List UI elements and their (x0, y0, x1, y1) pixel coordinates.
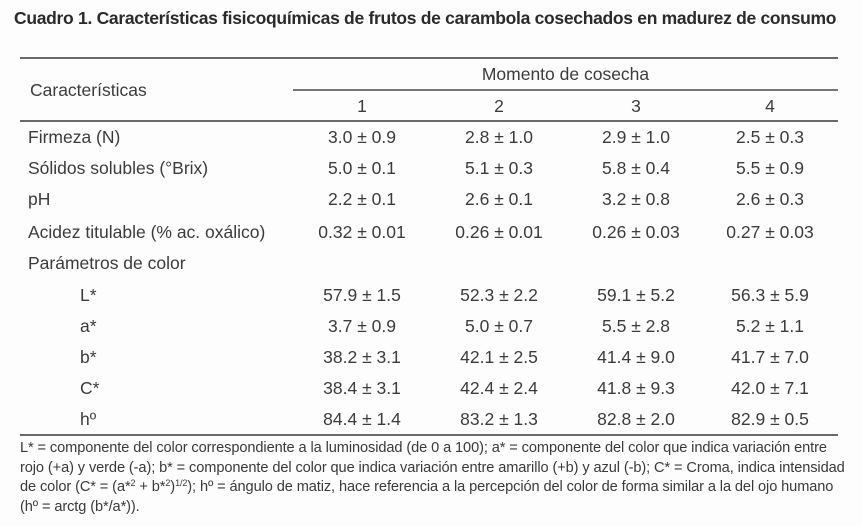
table-cell: 2.9 ± 1.0 (602, 127, 670, 147)
bottom-rule (20, 434, 838, 436)
row-header-label: Características (30, 80, 147, 100)
table-caption: Cuadro 1. Características fisicoquímicas… (14, 8, 837, 28)
table-cell: 3.0 ± 0.9 (328, 127, 396, 147)
top-rule (20, 57, 838, 59)
table-cell: 0.26 ± 0.03 (592, 222, 680, 242)
header-rule (20, 120, 838, 122)
table-cell: 2.5 ± 0.3 (736, 127, 804, 147)
table-cell: 52.3 ± 2.2 (460, 285, 538, 305)
row-label: hº (80, 409, 97, 429)
column-group-label: Momento de cosecha (481, 64, 650, 84)
row-label: Acidez titulable (% ac. oxálico) (28, 222, 266, 242)
row-group-label: Parámetros de color (28, 253, 186, 273)
row-label: a* (80, 316, 97, 336)
table-cell: 3.2 ± 0.8 (602, 189, 670, 209)
table-cell: 82.8 ± 2.0 (597, 409, 675, 429)
table-cell: 2.6 ± 0.1 (465, 189, 533, 209)
footnote-text: ) (170, 479, 176, 495)
column-group-rule (293, 89, 838, 91)
table-cell: 42.1 ± 2.5 (460, 347, 538, 367)
table-cell: 0.32 ± 0.01 (318, 222, 406, 242)
table-cell: 57.9 ± 1.5 (323, 285, 401, 305)
row-label: C* (80, 378, 100, 398)
table-cell: 84.4 ± 1.4 (323, 409, 401, 429)
table-cell: 0.26 ± 0.01 (455, 222, 543, 242)
table-cell: 83.2 ± 1.3 (460, 409, 538, 429)
table-cell: 41.8 ± 9.3 (597, 378, 675, 398)
row-label: pH (28, 189, 51, 209)
row-label: L* (80, 285, 97, 305)
table-cell: 38.2 ± 3.1 (323, 347, 401, 367)
row-label: b* (80, 347, 97, 367)
footnote-superscript: 2 (130, 478, 136, 488)
column-header-1: 1 (357, 96, 367, 116)
row-label: Firmeza (N) (28, 127, 121, 147)
table-cell: 41.7 ± 7.0 (731, 347, 809, 367)
column-header-4: 4 (765, 96, 775, 116)
table-cell: 82.9 ± 0.5 (731, 409, 809, 429)
table-cell: 0.27 ± 0.03 (726, 222, 814, 242)
table-cell: 38.4 ± 3.1 (323, 378, 401, 398)
table-cell: 5.8 ± 0.4 (602, 158, 670, 178)
table-cell: 2.2 ± 0.1 (328, 189, 396, 209)
table-cell: 5.1 ± 0.3 (465, 158, 533, 178)
table-cell: 5.5 ± 2.8 (602, 316, 670, 336)
table-cell: 2.8 ± 1.0 (465, 127, 533, 147)
table-cell: 2.6 ± 0.3 (736, 189, 804, 209)
footnote-text: + b* (135, 479, 166, 495)
table-cell: 42.0 ± 7.1 (731, 378, 809, 398)
table-cell: 3.7 ± 0.9 (328, 316, 396, 336)
column-header-2: 2 (494, 96, 504, 116)
table-cell: 42.4 ± 2.4 (460, 378, 538, 398)
footnote-superscript: 2 (165, 478, 171, 488)
footnote-superscript: 1/2 (175, 478, 188, 488)
table-footnote: L* = componente del color correspondient… (20, 439, 848, 517)
table-cell: 5.0 ± 0.7 (465, 316, 533, 336)
row-label: Sólidos solubles (°Brix) (28, 158, 209, 178)
table-cell: 5.0 ± 0.1 (328, 158, 396, 178)
table-cell: 56.3 ± 5.9 (731, 285, 809, 305)
table-cell: 5.5 ± 0.9 (736, 158, 804, 178)
table-cell: 5.2 ± 1.1 (736, 316, 804, 336)
footnote-text: ); hº = ángulo de matiz, hace referencia… (20, 479, 834, 515)
column-header-3: 3 (631, 96, 641, 116)
footnote-text: L* = componente del color correspondient… (20, 440, 845, 495)
table-cell: 41.4 ± 9.0 (597, 347, 675, 367)
table-cell: 59.1 ± 5.2 (597, 285, 675, 305)
